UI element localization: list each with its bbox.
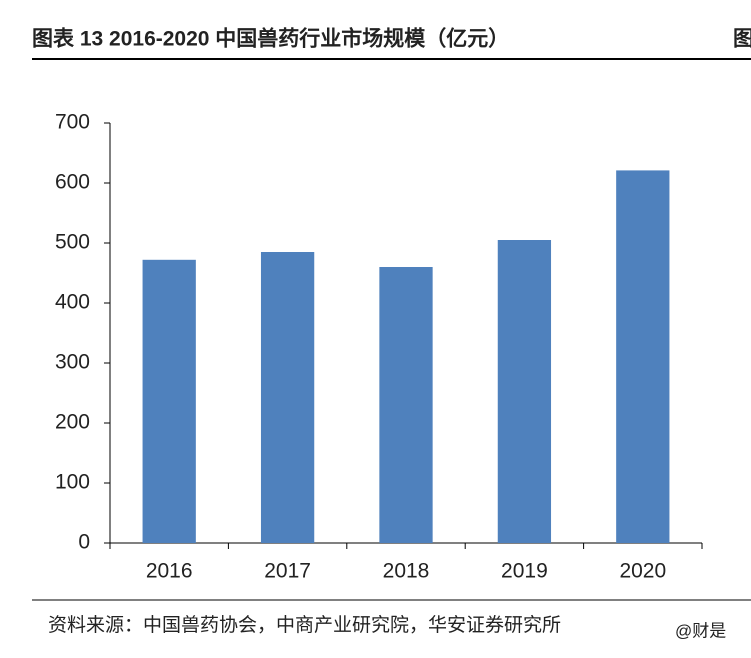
y-tick-label: 600 bbox=[55, 171, 90, 194]
x-tick-label: 2018 bbox=[383, 560, 430, 583]
x-tick-label: 2016 bbox=[146, 560, 193, 583]
y-tick-label: 700 bbox=[55, 111, 90, 134]
chart-title-right: 图 bbox=[733, 28, 751, 51]
bar bbox=[260, 252, 315, 543]
y-tick-label: 500 bbox=[55, 231, 90, 254]
y-tick-label: 100 bbox=[55, 471, 90, 494]
bar bbox=[497, 240, 552, 543]
bar bbox=[379, 267, 433, 543]
x-tick-label: 2020 bbox=[619, 560, 666, 583]
x-tick-label: 2019 bbox=[501, 560, 548, 583]
bar bbox=[142, 259, 196, 543]
x-tick-label: 2017 bbox=[264, 560, 311, 583]
y-tick-label: 200 bbox=[55, 411, 90, 434]
y-tick-label: 300 bbox=[55, 351, 90, 374]
watermark: @财是 bbox=[675, 621, 726, 640]
y-tick-label: 400 bbox=[55, 291, 90, 314]
bar bbox=[616, 170, 670, 543]
chart-title: 图表 13 2016-2020 中国兽药行业市场规模（亿元） bbox=[32, 27, 509, 51]
y-tick-label: 0 bbox=[78, 531, 90, 554]
source: 资料来源：中国兽药协会，中商产业研究院，华安证券研究所 bbox=[48, 614, 561, 636]
